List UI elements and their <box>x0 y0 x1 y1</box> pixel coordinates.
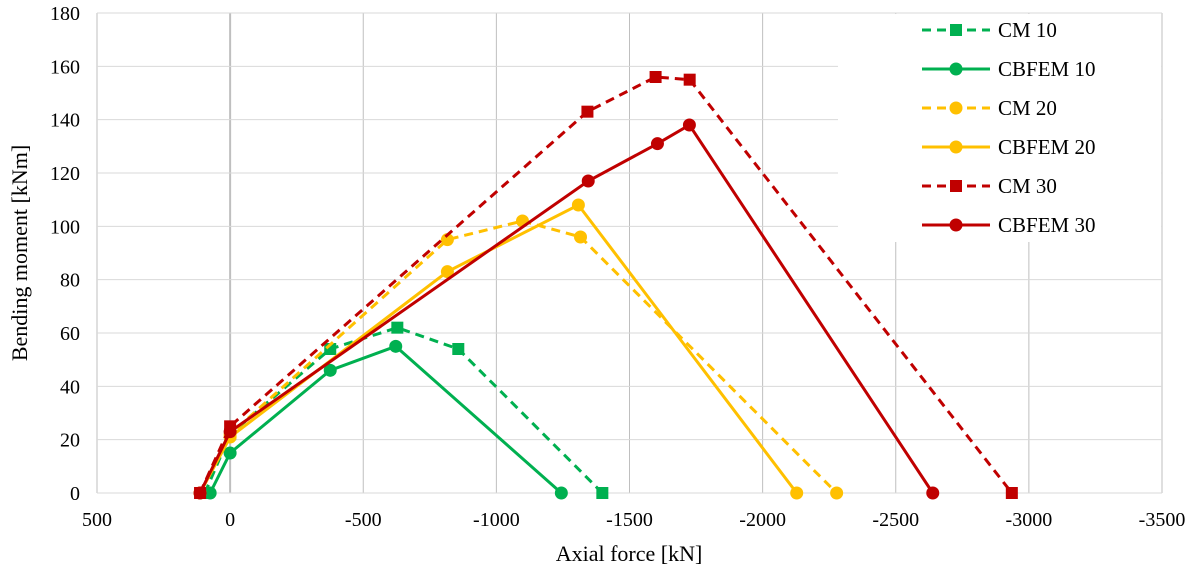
data-point <box>452 343 465 355</box>
y-tick-label: 80 <box>60 270 80 292</box>
data-point <box>581 105 594 118</box>
x-tick-label: -3500 <box>1139 509 1186 531</box>
y-tick-label: 120 <box>50 163 80 185</box>
series-line-cm-20 <box>198 219 838 495</box>
legend: CM 10 CBFEM 10 CM 20 CBFEM 20 CM 30 CBFEM 30 <box>838 14 1161 242</box>
series-line-cbfem-30 <box>198 122 935 494</box>
y-tick-label: 0 <box>70 483 80 505</box>
data-point <box>1005 487 1018 499</box>
data-point <box>203 486 217 500</box>
data-point <box>926 486 940 500</box>
data-point <box>581 174 595 188</box>
legend-marker <box>950 24 962 36</box>
y-tick-label: 100 <box>50 216 80 238</box>
x-tick-label: 500 <box>82 509 112 531</box>
y-axis-label: Bending moment [kNm] <box>7 145 32 361</box>
data-point <box>830 486 844 500</box>
legend-label: CM 10 <box>998 18 1057 42</box>
data-point <box>596 487 609 499</box>
x-tick-label: -500 <box>345 509 382 531</box>
data-point <box>571 198 585 212</box>
data-point <box>682 118 696 132</box>
legend-marker <box>949 140 963 154</box>
legend-marker <box>949 101 963 115</box>
x-tick-label: -2000 <box>739 509 786 531</box>
y-tick-label: 40 <box>60 376 80 398</box>
series-line-cbfem-20 <box>198 203 798 494</box>
y-tick-label: 180 <box>50 3 80 25</box>
y-tick-label: 60 <box>60 323 80 345</box>
data-point <box>650 137 664 151</box>
data-point <box>649 71 662 83</box>
y-tick-label: 20 <box>60 430 80 452</box>
data-point <box>391 321 404 334</box>
legend-label: CBFEM 10 <box>998 57 1095 81</box>
x-tick-label: -1500 <box>606 509 653 531</box>
x-axis-label: Axial force [kN] <box>556 541 703 566</box>
legend-label: CM 20 <box>998 96 1057 120</box>
legend-marker <box>949 218 963 232</box>
x-tick-label: -2500 <box>872 509 919 531</box>
legend-background <box>838 14 1161 242</box>
data-point <box>193 486 207 500</box>
data-point <box>223 425 237 439</box>
data-point <box>440 233 454 247</box>
data-point <box>574 230 588 244</box>
legend-label: CBFEM 20 <box>998 135 1095 159</box>
data-point <box>323 363 337 377</box>
data-point <box>790 486 804 500</box>
x-tick-label: -1000 <box>473 509 520 531</box>
series-line-cm-30 <box>198 75 1014 494</box>
y-tick-label: 140 <box>50 110 80 132</box>
series-line-cbfem-10 <box>208 344 563 495</box>
data-point <box>554 486 568 500</box>
legend-marker <box>949 62 963 76</box>
data-point <box>389 339 403 353</box>
legend-label: CBFEM 30 <box>998 213 1095 237</box>
data-point <box>223 446 237 460</box>
y-tick-label: 160 <box>50 56 80 78</box>
legend-marker <box>950 180 962 192</box>
legend-label: CM 30 <box>998 174 1057 198</box>
x-tick-label: 0 <box>225 509 235 531</box>
data-point <box>440 265 454 279</box>
data-point <box>683 73 696 86</box>
x-tick-label: -3000 <box>1006 509 1053 531</box>
